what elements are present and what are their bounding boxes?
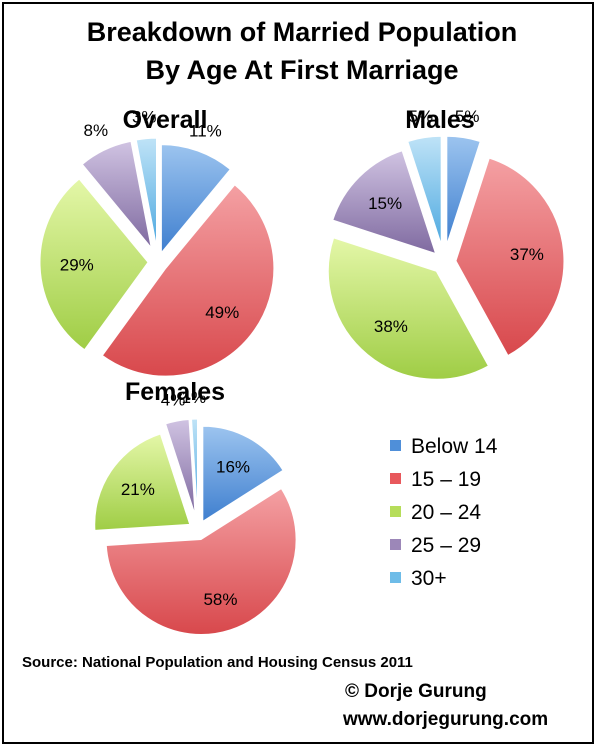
legend-swatch-below-14 [390,440,401,451]
slice-label-females-15-19: 58% [203,590,237,609]
slice-label-overall-25-29: 8% [84,121,109,140]
slice-overall-30 [135,137,157,247]
slice-females-below-14 [202,425,284,523]
slice-females-25-29 [165,418,196,515]
chart-frame [2,2,594,744]
slice-label-males-30: 5% [409,107,434,126]
pie-overall: Overall 11% 49% 29% 8% 3% [39,106,275,377]
slice-label-males-below-14: 5% [455,107,480,126]
credit-url: www.dorjegurung.com [342,709,548,730]
legend-label-25-29: 25 – 29 [411,534,481,557]
slice-females-20-24 [94,433,191,531]
pie-title-males: Males [405,106,474,134]
slice-females-30 [191,418,198,515]
legend-swatch-30 [390,572,401,583]
slice-males-below-14 [446,135,481,245]
slice-label-overall-30: 3% [132,108,157,127]
legend-swatch-25-29 [390,539,401,550]
source-note: Source: National Population and Housing … [22,654,413,671]
chart-title-line2: By Age At First Marriage [145,55,458,85]
slice-label-males-15-19: 37% [510,245,544,264]
slice-label-overall-15-19: 49% [205,303,239,322]
legend-swatch-15-19 [390,473,401,484]
slice-label-females-30: 1% [182,388,207,407]
slice-overall-below-14 [160,144,231,254]
slice-label-females-25-29: 4% [161,390,186,409]
slice-females-15-19 [105,487,297,635]
pie-males: Males 5% 37% 38% 15% 5% [327,106,565,380]
slice-label-overall-below-14: 11% [189,121,222,140]
slice-overall-20-24 [39,178,149,351]
slice-males-30 [407,135,442,245]
pie-females: Females 16% 58% 21% 4%1% [94,378,297,635]
credit-name: © Dorje Gurung [345,681,487,702]
slice-males-20-24 [327,237,490,380]
legend-label-20-24: 20 – 24 [411,501,481,524]
legend-swatch-20-24 [390,506,401,517]
slice-label-males-25-29: 15% [368,194,402,213]
pie-title-overall: Overall [123,106,208,134]
legend-label-below-14: Below 14 [411,435,498,458]
chart-title-line1: Breakdown of Married Population [87,17,518,47]
slice-males-15-19 [455,157,565,357]
legend-label-15-19: 15 – 19 [411,468,481,491]
slice-overall-15-19 [101,184,275,377]
legend: Below 14 15 – 19 20 – 24 25 – 29 30+ [390,435,498,590]
slice-label-females-below-14: 16% [216,457,250,476]
slice-label-overall-20-24: 29% [60,256,94,275]
slice-label-males-20-24: 38% [374,317,408,336]
slice-males-25-29 [332,150,437,255]
slice-overall-25-29 [81,140,152,248]
pie-title-females: Females [125,378,225,406]
slice-label-females-20-24: 21% [121,480,155,499]
legend-label-30: 30+ [411,567,447,590]
